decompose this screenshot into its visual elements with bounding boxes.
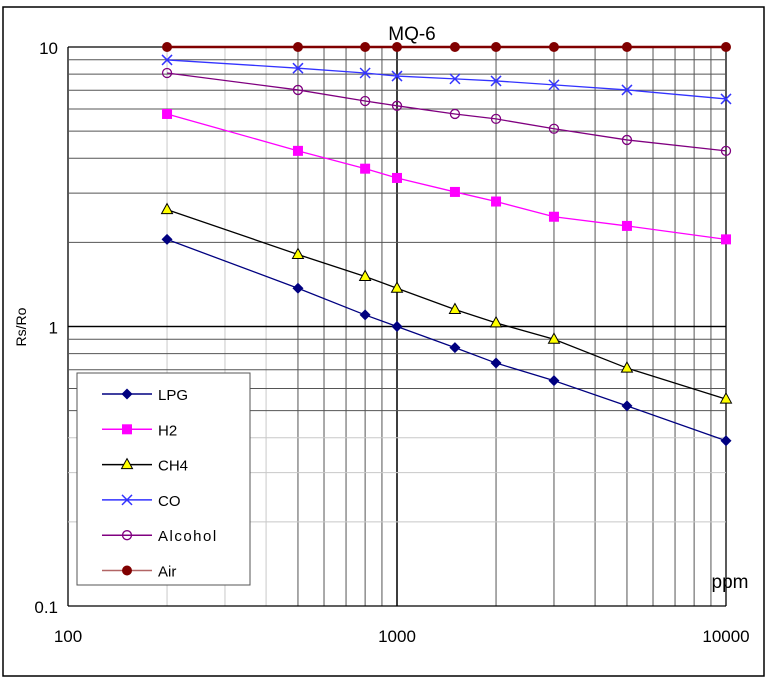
series-line [166, 72, 727, 152]
marker-circle-open [121, 530, 133, 541]
legend-label: LPG [158, 387, 188, 404]
marker-triangle [719, 392, 733, 404]
marker-x [490, 75, 502, 87]
x-tick-label: 1000 [378, 627, 416, 646]
series-co [161, 54, 732, 105]
marker-triangle [620, 361, 634, 373]
series-lpg [161, 233, 732, 447]
marker-circle [360, 42, 371, 52]
marker-diamond [161, 233, 173, 245]
marker-circle-open [548, 123, 560, 134]
marker-circle-open [391, 100, 403, 111]
y-axis-label: Rs/Ro [13, 307, 29, 346]
marker-triangle [291, 247, 305, 259]
marker-circle [449, 42, 460, 52]
legend-label: CO [158, 493, 181, 510]
marker-circle-open [490, 113, 502, 125]
legend-item: Alcohol [102, 528, 218, 545]
marker-square [122, 424, 132, 435]
legend-label: Alcohol [158, 528, 218, 545]
marker-diamond [359, 309, 371, 321]
marker-triangle [390, 281, 404, 293]
marker-square [491, 196, 502, 207]
x-tick-label: 100 [54, 627, 82, 646]
marker-diamond [292, 282, 304, 294]
legend-label: Air [158, 564, 176, 581]
marker-circle [491, 42, 502, 52]
legend-item: CH4 [102, 457, 188, 475]
marker-circle-open [621, 134, 633, 146]
marker-circle-open [449, 108, 461, 120]
legend-item: H2 [102, 422, 177, 439]
marker-triangle [358, 269, 372, 281]
marker-x [548, 79, 560, 91]
legend-box [76, 372, 251, 586]
chart-title: MQ-6 [388, 24, 436, 45]
marker-square [162, 108, 173, 119]
marker-circle-open [161, 67, 173, 79]
legend-item: CO [102, 493, 181, 510]
y-tick-label: 1 [49, 319, 58, 338]
marker-triangle [160, 202, 174, 215]
marker-diamond [548, 375, 560, 387]
marker-circle [292, 42, 303, 52]
marker-circle-open [720, 145, 732, 157]
y-tick-label: 10 [39, 39, 58, 58]
legend-item: Air [102, 564, 176, 581]
marker-square [360, 163, 371, 174]
marker-x [621, 84, 633, 96]
marker-diamond [621, 400, 633, 412]
marker-circle [392, 42, 402, 52]
marker-diamond [720, 435, 732, 447]
marker-square [292, 145, 303, 156]
series-ch4 [160, 202, 733, 404]
marker-circle [162, 42, 173, 52]
marker-circle-open [292, 84, 304, 96]
legend: LPG H2 CH4 CO Alcohol Air [76, 372, 251, 586]
marker-square [548, 211, 559, 222]
marker-triangle [489, 315, 503, 328]
marker-triangle [547, 332, 561, 344]
marker-diamond [490, 357, 502, 369]
marker-triangle [120, 457, 134, 470]
x-axis-label: ppm [712, 572, 749, 593]
marker-x [391, 70, 403, 82]
x-tick-label: 10000 [702, 627, 749, 646]
series-h2 [162, 108, 731, 245]
legend-label: CH4 [158, 458, 188, 475]
marker-square [721, 234, 731, 245]
series-alcohol [161, 67, 732, 157]
marker-circle [122, 565, 132, 576]
marker-diamond [121, 388, 133, 400]
marker-circle [721, 42, 731, 52]
marker-circle [621, 42, 632, 52]
marker-x [161, 54, 173, 66]
marker-x [720, 93, 732, 105]
legend-label: H2 [158, 422, 177, 439]
marker-square [621, 220, 632, 231]
y-tick-label: 0.1 [34, 598, 58, 617]
series-air [162, 42, 731, 52]
marker-square [392, 172, 402, 183]
marker-x [449, 73, 461, 85]
legend-item: LPG [102, 387, 188, 404]
marker-x [292, 62, 304, 74]
marker-circle-open [359, 95, 371, 107]
marker-x [359, 67, 371, 79]
marker-triangle [448, 302, 462, 315]
marker-diamond [391, 321, 403, 332]
marker-diamond [449, 342, 461, 354]
marker-circle [548, 42, 559, 52]
marker-x [121, 494, 133, 506]
marker-square [449, 186, 460, 197]
